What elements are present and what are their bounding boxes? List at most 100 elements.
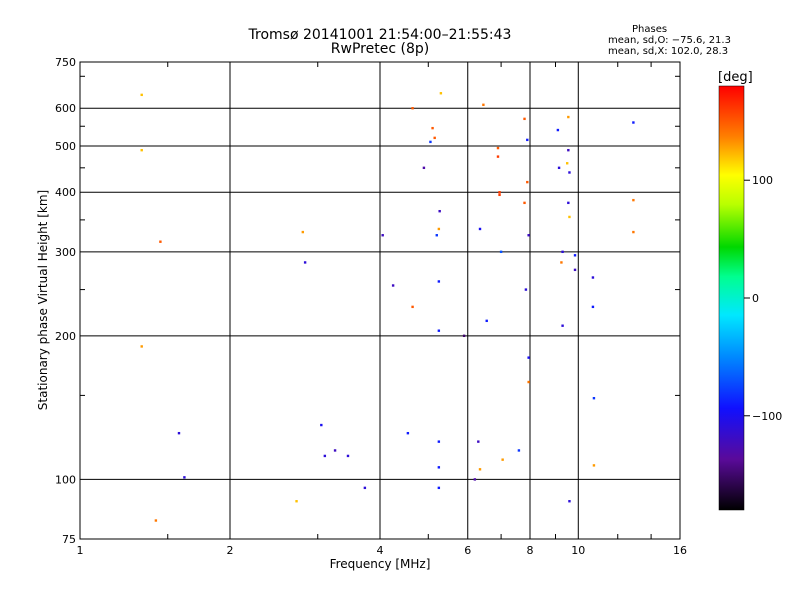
colorbar-label: [deg] bbox=[718, 70, 753, 85]
data-point bbox=[632, 230, 635, 234]
data-point bbox=[295, 500, 298, 503]
data-point bbox=[478, 227, 482, 231]
axis-ticks: 1 2 4 6 8 10 16 75 100 200 300 400 500 600 750 bbox=[55, 56, 687, 557]
chart-subtitle: RwPretec (8p) bbox=[330, 41, 430, 57]
data-point bbox=[498, 191, 501, 194]
grid-lines bbox=[80, 62, 680, 539]
data-point bbox=[556, 128, 560, 132]
data-point bbox=[140, 148, 143, 152]
data-point bbox=[433, 136, 436, 140]
y-tick-label: 750 bbox=[55, 56, 76, 69]
data-point bbox=[485, 319, 488, 323]
chart-title: Tromsø 20141001 21:54:00–21:55:43 bbox=[248, 27, 512, 43]
data-point bbox=[431, 126, 434, 130]
data-point bbox=[473, 478, 477, 481]
data-point bbox=[568, 500, 571, 503]
data-point bbox=[501, 458, 504, 461]
x-axis-label: Frequency [MHz] bbox=[330, 557, 431, 571]
data-point bbox=[477, 440, 480, 443]
data-point bbox=[437, 466, 441, 469]
data-point bbox=[567, 148, 570, 152]
data-point bbox=[591, 276, 595, 279]
data-point bbox=[568, 215, 571, 219]
data-point bbox=[496, 146, 500, 150]
data-point bbox=[517, 449, 521, 452]
data-point bbox=[183, 476, 186, 479]
data-point bbox=[573, 268, 577, 272]
data-point bbox=[437, 227, 441, 231]
data-point bbox=[496, 155, 500, 158]
data-point bbox=[632, 121, 635, 124]
data-point bbox=[632, 198, 635, 202]
stats-o-mode: mean, sd,O: −75.6, 21.3 bbox=[608, 35, 731, 46]
data-point bbox=[437, 329, 441, 332]
y-tick-label: 200 bbox=[55, 330, 76, 343]
colorbar-ticks: 100 0 −100 bbox=[744, 174, 782, 423]
data-point bbox=[154, 519, 158, 522]
data-point bbox=[346, 454, 350, 458]
data-point bbox=[527, 356, 530, 359]
data-point bbox=[323, 454, 327, 458]
colorbar-tick-label: 0 bbox=[752, 292, 759, 305]
y-tick-label: 300 bbox=[55, 246, 76, 259]
data-point bbox=[526, 180, 529, 184]
data-point bbox=[560, 261, 563, 264]
data-point bbox=[437, 486, 441, 490]
stats-heading: Phases bbox=[632, 24, 668, 35]
data-point bbox=[567, 115, 570, 119]
y-tick-label: 500 bbox=[55, 140, 76, 153]
y-axis-label: Stationary phase Virtual Height [km] bbox=[36, 190, 50, 410]
data-point bbox=[561, 324, 564, 327]
data-point bbox=[303, 261, 307, 264]
data-point bbox=[568, 171, 571, 174]
x-tick-label: 16 bbox=[673, 544, 687, 557]
data-point bbox=[557, 166, 561, 170]
data-point bbox=[592, 464, 596, 467]
data-point bbox=[381, 234, 384, 237]
y-tick-label: 75 bbox=[62, 533, 76, 546]
data-point bbox=[526, 138, 529, 142]
data-point bbox=[592, 396, 596, 400]
data-point bbox=[301, 230, 305, 234]
data-point bbox=[438, 209, 441, 213]
data-point bbox=[573, 254, 577, 257]
data-point bbox=[527, 234, 530, 237]
plot-frame bbox=[79, 61, 681, 540]
y-tick-label: 600 bbox=[55, 102, 76, 115]
colorbar-tick-label: 100 bbox=[752, 174, 773, 187]
data-point bbox=[363, 486, 367, 490]
data-point bbox=[320, 423, 323, 427]
data-point bbox=[523, 201, 526, 205]
data-point bbox=[565, 162, 569, 165]
data-point bbox=[411, 107, 414, 110]
y-tick-label: 100 bbox=[55, 473, 76, 486]
data-point bbox=[482, 103, 485, 107]
data-point bbox=[498, 193, 501, 197]
x-tick-label: 1 bbox=[77, 544, 84, 557]
data-point bbox=[523, 117, 526, 121]
data-point bbox=[499, 250, 503, 254]
x-tick-label: 10 bbox=[571, 544, 585, 557]
data-point bbox=[177, 431, 181, 435]
data-point bbox=[159, 240, 162, 243]
data-point bbox=[561, 250, 564, 254]
data-point bbox=[406, 431, 410, 435]
stats-x-mode: mean, sd,X: 102.0, 28.3 bbox=[608, 46, 729, 57]
data-point bbox=[437, 280, 441, 283]
data-point bbox=[462, 334, 466, 338]
data-point bbox=[422, 166, 426, 170]
colorbar-tick-label: −100 bbox=[752, 410, 782, 423]
data-point bbox=[524, 288, 528, 291]
data-point bbox=[140, 345, 143, 348]
data-point bbox=[439, 92, 443, 95]
data-point bbox=[591, 305, 595, 309]
data-point bbox=[437, 440, 441, 443]
data-point bbox=[435, 234, 438, 237]
x-tick-label: 2 bbox=[227, 544, 234, 557]
colorbar bbox=[718, 85, 745, 511]
data-point bbox=[478, 468, 482, 471]
x-tick-label: 4 bbox=[377, 544, 384, 557]
data-point bbox=[391, 284, 395, 287]
y-tick-label: 400 bbox=[55, 186, 76, 199]
